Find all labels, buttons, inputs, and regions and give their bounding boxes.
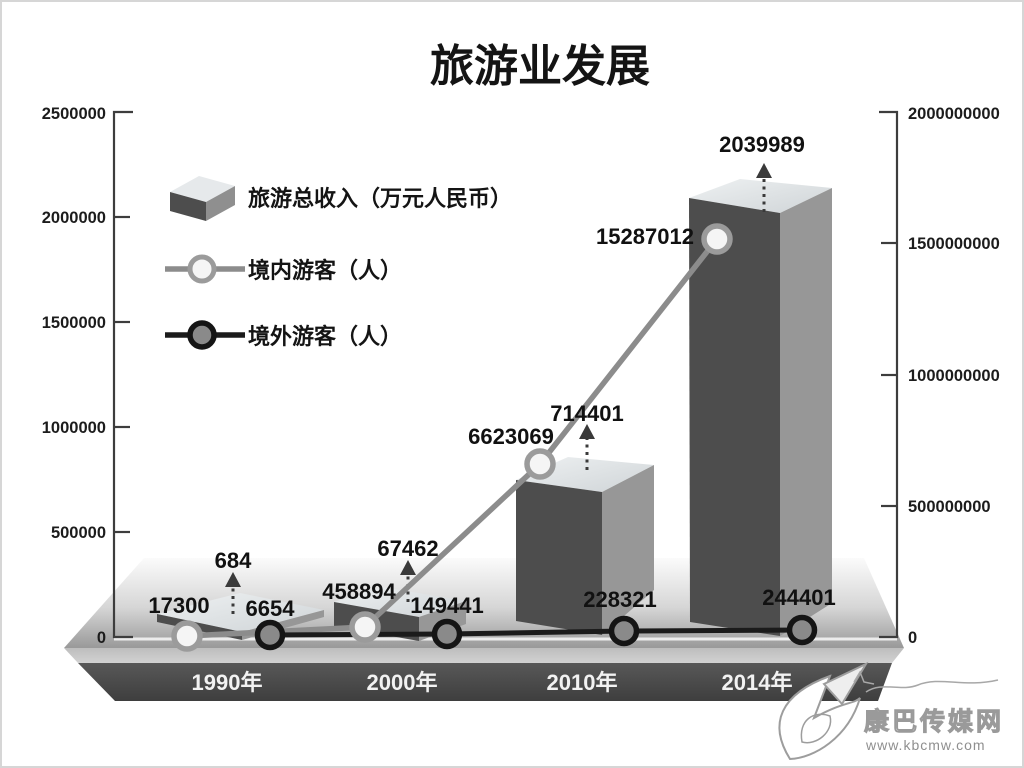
axis-tick-label: 2000000 — [42, 209, 106, 227]
value-label: 6623069 — [468, 424, 554, 449]
watermark-site-name: 康巴传媒网 — [864, 707, 1004, 736]
floor-edge-band — [64, 648, 904, 663]
category-labels: 1990年 2000年 2010年 2014年 — [192, 670, 793, 695]
arrow-head-icon — [579, 424, 595, 439]
left-axis — [112, 110, 133, 639]
foreign-visitors-markers — [254, 614, 818, 651]
light-circle-marker — [349, 611, 381, 643]
chart-title: 旅游业发展 — [430, 42, 650, 91]
watermark-logo-icon — [778, 661, 869, 761]
bar-side-face — [780, 188, 832, 636]
arrow-head-icon — [225, 572, 241, 587]
dark-circle-marker — [187, 320, 217, 350]
value-label: 684 — [215, 548, 252, 573]
dark-circle-marker — [786, 614, 818, 646]
axis-tick-label: 1000000000 — [908, 367, 1000, 385]
axis-tick-label: 1000000 — [42, 419, 106, 437]
legend-item-revenue: 旅游总收入（万元人民币） — [170, 176, 512, 221]
light-circle-marker — [171, 620, 203, 652]
value-label: 458894 — [322, 579, 396, 604]
arrow-head-icon — [756, 163, 772, 178]
right-axis-tick-labels: 2000000000 1500000000 1000000000 5000000… — [908, 105, 1000, 647]
dark-circle-marker — [608, 615, 640, 647]
bar-front-face — [516, 480, 602, 635]
light-circle-marker — [524, 448, 556, 480]
bar-front-face — [689, 198, 780, 636]
right-axis — [879, 110, 899, 639]
value-label: 714401 — [550, 401, 623, 426]
legend-item-domestic: 境内游客（人） — [165, 254, 402, 284]
value-label: 244401 — [762, 585, 835, 610]
category-label: 1990年 — [192, 670, 263, 695]
light-circle-marker — [187, 254, 217, 284]
bar-top-face — [689, 179, 832, 213]
axis-tick-label: 2000000000 — [908, 105, 1000, 123]
value-label: 228321 — [583, 587, 656, 612]
axis-tick-label: 1500000000 — [908, 235, 1000, 253]
bar-2014 — [689, 179, 832, 636]
left-axis-tick-labels: 2500000 2000000 1500000 1000000 500000 0 — [42, 105, 106, 647]
value-labels: 17300 6654 684 458894 67462 149441 66230… — [148, 132, 835, 621]
watermark-swoosh-icon — [865, 679, 999, 693]
category-label: 2014年 — [722, 670, 793, 695]
legend-label: 境外游客（人） — [248, 324, 402, 349]
legend: 旅游总收入（万元人民币） 境内游客（人） 境外游客（人） — [165, 176, 512, 350]
value-label: 17300 — [148, 593, 209, 618]
axis-tick-label: 1500000 — [42, 314, 106, 332]
value-label: 6654 — [246, 596, 296, 621]
value-label: 149441 — [410, 593, 483, 618]
axis-tick-label: 0 — [97, 629, 106, 647]
value-label: 15287012 — [596, 224, 694, 249]
axis-tick-label: 500000000 — [908, 498, 991, 516]
category-label: 2000年 — [367, 670, 438, 695]
legend-label: 境内游客（人） — [248, 258, 402, 283]
arrow-head-icon — [400, 560, 416, 575]
bar-top-face — [334, 587, 466, 617]
axis-tick-label: 2500000 — [42, 105, 106, 123]
legend-item-foreign: 境外游客（人） — [165, 320, 402, 350]
bar-top-face — [157, 593, 324, 632]
value-label: 67462 — [377, 536, 438, 561]
watermark-site-url: www.kbcmw.com — [865, 737, 986, 753]
legend-label: 旅游总收入（万元人民币） — [248, 186, 512, 211]
dark-circle-marker — [431, 618, 463, 650]
light-circle-marker — [701, 223, 733, 255]
platform-front-face — [78, 663, 892, 701]
domestic-visitors-markers — [171, 223, 733, 652]
value-label: 2039989 — [719, 132, 805, 157]
watermark: 康巴传媒网 www.kbcmw.com — [778, 661, 1004, 761]
axis-tick-label: 500000 — [51, 524, 106, 542]
bar-side-face — [602, 465, 654, 635]
category-label: 2010年 — [547, 670, 618, 695]
axis-tick-label: 0 — [908, 629, 917, 647]
watermark-flourish-icon — [853, 670, 875, 685]
dark-circle-marker — [254, 619, 286, 651]
3d-box-icon — [170, 176, 235, 221]
